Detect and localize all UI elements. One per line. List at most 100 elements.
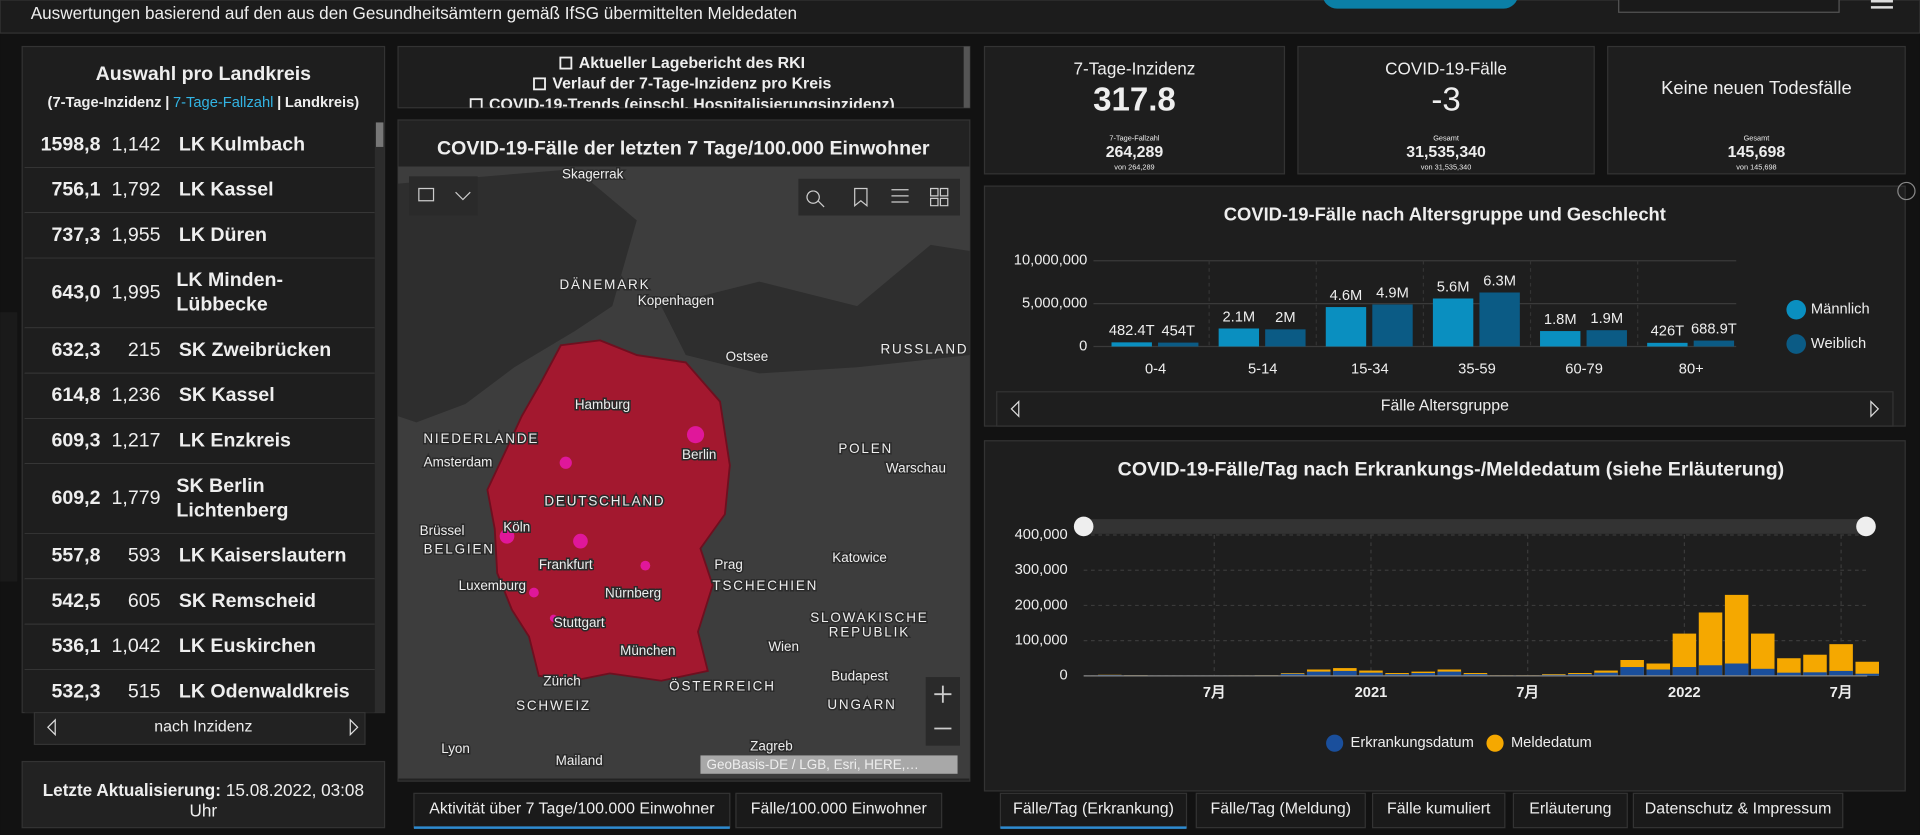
day-bar	[1698, 665, 1723, 676]
tab[interactable]	[1371, 792, 1506, 829]
y-tick-label: 10,000,000	[1014, 253, 1088, 269]
header-button[interactable]	[1322, 0, 1518, 9]
legend-part: |	[277, 95, 281, 111]
axis-nav	[996, 391, 1894, 427]
link[interactable]: Aktueller Lagebericht des RKI	[579, 55, 805, 72]
range-slider[interactable]	[1083, 519, 1868, 534]
row-bg	[24, 373, 375, 419]
day-bar	[1698, 612, 1723, 676]
value-label: 2.1M	[1223, 309, 1256, 325]
day-bar	[1437, 671, 1462, 676]
map-place: Berlin	[682, 447, 716, 462]
map-place: Mailand	[556, 753, 603, 768]
row-bg	[24, 213, 375, 259]
sort-next[interactable]	[349, 718, 359, 737]
tab-label: Erläuterung	[1529, 800, 1611, 817]
row-name: LK Euskirchen	[179, 635, 316, 657]
map-hotspot	[549, 614, 558, 622]
row-name: SK Kassel	[179, 384, 275, 406]
map-place: TSCHECHIEN	[712, 578, 818, 593]
day-bar	[1751, 633, 1775, 676]
search-box[interactable]	[1618, 0, 1840, 13]
row-cases: 1,042	[112, 635, 161, 657]
map-sea	[661, 244, 970, 374]
row-bg	[24, 122, 375, 168]
zoom-icons	[934, 685, 952, 730]
y-tick-label: 5,000,000	[1022, 296, 1087, 312]
x-tick-label: 7月	[1203, 684, 1226, 701]
toolbar-icon	[806, 187, 949, 208]
y-tick-label: 300,000	[1015, 562, 1068, 578]
scroll-thumb[interactable]	[375, 122, 384, 147]
value-label: 426T	[1651, 324, 1685, 340]
map-place: RUSSLAND	[881, 342, 969, 357]
landkreis-row[interactable]: 609,3 1,217 LK Enzkreis	[24, 418, 375, 465]
row-name: Lübbecke	[176, 294, 268, 316]
landkreis-row[interactable]: 1598,8 1,142 LK Kulmbach	[24, 122, 375, 169]
row-name: SK Berlin	[176, 475, 264, 497]
row-incidence: 737,3	[52, 224, 101, 246]
row-cases: 605	[128, 590, 161, 612]
landkreis-row[interactable]: 614,8 1,236 SK Kassel	[24, 373, 375, 420]
day-bar	[1333, 670, 1357, 676]
kpi-sub-value: 264,289	[1106, 144, 1164, 161]
legend-swatch	[1786, 334, 1807, 354]
map-hotspot	[529, 587, 539, 598]
bar	[1111, 342, 1152, 347]
expand-icon[interactable]	[1897, 181, 1916, 201]
landkreis-row[interactable]: 532,3 515 LK Odenwaldkreis	[24, 669, 375, 715]
row-name: LK Minden-	[176, 269, 283, 291]
y-tick-label: 100,000	[1015, 633, 1068, 649]
row-incidence: 542,5	[52, 590, 101, 612]
sort-label: nach Inzidenz	[154, 718, 252, 735]
map-sea	[398, 168, 637, 423]
kpi-sub-label: Gesamt	[1744, 133, 1770, 142]
map-hotspot	[559, 456, 572, 469]
row-bg	[24, 533, 375, 580]
day-bar	[1855, 673, 1879, 676]
value-label: 688.9T	[1691, 321, 1737, 337]
kpi-note: von 264,289	[1114, 163, 1154, 172]
attribution: GeoBasis-DE / LGB, Esri, HERE,…	[707, 757, 919, 772]
landkreis-row[interactable]: 542,5 605 SK Remscheid	[24, 579, 375, 626]
x-tick-label: 60-79	[1565, 362, 1603, 378]
day-bar	[1359, 672, 1383, 676]
landkreis-row[interactable]: 737,3 1,955 LK Düren	[24, 213, 375, 259]
slider-handle[interactable]	[1073, 516, 1094, 537]
value-label: 5.6M	[1437, 279, 1470, 295]
slider-handle[interactable]	[1856, 516, 1876, 537]
value-label: 1.8M	[1544, 312, 1577, 328]
row-incidence: 614,8	[52, 384, 101, 406]
landkreis-row[interactable]: 557,8 593 LK Kaiserslautern	[24, 533, 375, 580]
link[interactable]: COVID-19-Trends (einschl. Hospitalisieru…	[489, 96, 895, 113]
map-tab[interactable]	[735, 792, 943, 829]
bar	[1325, 307, 1367, 347]
row-bg	[24, 328, 375, 374]
row-cases: 1,779	[112, 487, 161, 509]
landkreis-row[interactable]: 632,3 215 SK Zweibrücken	[24, 328, 375, 375]
tab[interactable]	[999, 792, 1188, 829]
row-bg	[24, 669, 375, 713]
tab[interactable]	[1632, 792, 1844, 829]
map-place: Luxemburg	[459, 578, 526, 593]
map-place: UNGARN	[827, 697, 896, 712]
map-place: Skagerrak	[562, 167, 624, 182]
row-bg	[24, 418, 375, 465]
day-bar	[1411, 673, 1435, 676]
link[interactable]: Verlauf der 7-Tage-Inzidenz pro Kreis	[552, 76, 831, 93]
map-place: DÄNEMARK	[559, 277, 650, 292]
bar	[1586, 330, 1627, 347]
map-toolbar[interactable]	[798, 178, 960, 216]
sort-prev[interactable]	[47, 718, 56, 737]
chart-title: COVID-19-Fälle nach Altersgruppe und Ges…	[1224, 203, 1666, 224]
nav-next[interactable]	[1870, 400, 1880, 418]
tab[interactable]	[1195, 792, 1366, 829]
landkreis-row[interactable]: 756,1 1,792 LK Kassel	[24, 167, 375, 214]
landkreis-row[interactable]: 536,1 1,042 LK Euskirchen	[24, 624, 375, 671]
nav-prev[interactable]	[1010, 400, 1020, 418]
tab[interactable]	[1512, 792, 1628, 829]
landkreis-row[interactable]: 643,0 1,995 LK Minden- Lübbecke	[24, 258, 375, 329]
x-tick-label: 35-59	[1458, 362, 1496, 378]
